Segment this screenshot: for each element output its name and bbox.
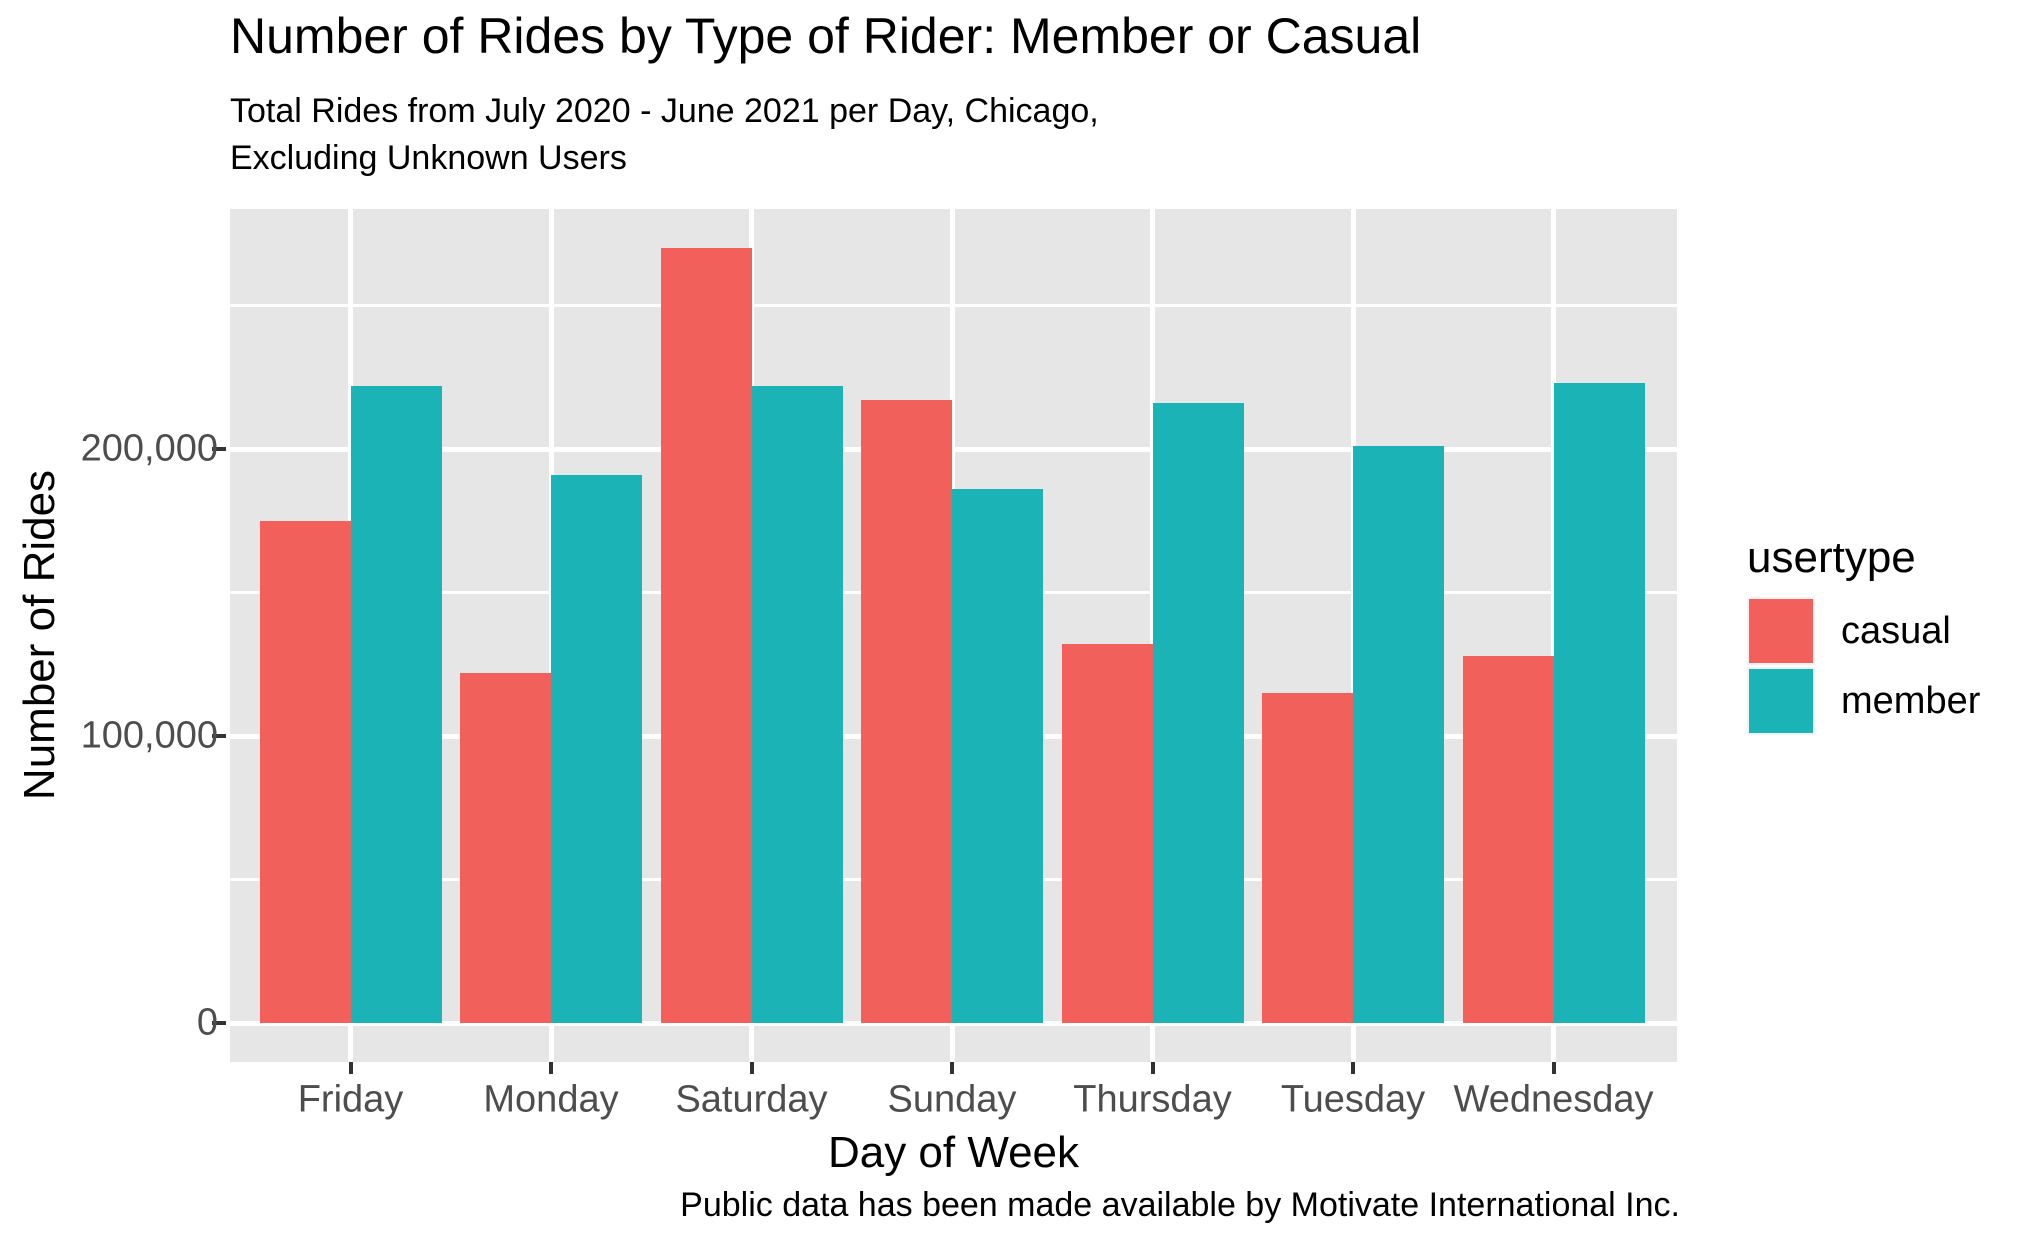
bar-casual-wednesday [1462,655,1554,1023]
plot-panel [230,209,1677,1062]
bar-casual-thursday [1061,644,1153,1023]
legend-swatch-member [1747,667,1815,735]
bar-casual-sunday [861,400,952,1023]
bar-casual-saturday [660,248,752,1023]
y-tick-label: 200,000 [80,427,218,470]
legend-item-member: member [1747,667,1980,735]
legend-swatch-casual [1747,597,1815,665]
x-tick-mark [1551,1062,1556,1074]
x-tick-mark [549,1062,553,1074]
x-tick-label-wednesday: Wednesday [1453,1078,1654,1121]
legend-title: usertype [1747,533,1916,582]
plot-subtitle-line1: Total Rides from July 2020 - June 2021 p… [230,92,1099,130]
y-tick-mark [212,1021,226,1025]
x-tick-label-tuesday: Tuesday [1280,1078,1426,1121]
bar-member-thursday [1152,403,1244,1023]
x-tick-label-monday: Monday [483,1078,619,1121]
plot-caption: Public data has been made available by M… [680,1186,1680,1224]
bar-member-sunday [952,489,1043,1023]
bar-member-monday [551,474,642,1023]
y-tick-label: 100,000 [80,714,218,757]
x-tick-mark [1150,1062,1155,1074]
x-tick-label-sunday: Sunday [887,1078,1017,1121]
y-tick-mark [212,734,226,738]
x-tick-label-saturday: Saturday [675,1078,828,1121]
x-tick-mark [950,1062,954,1074]
plot-title: Number of Rides by Type of Rider: Member… [230,8,1422,64]
y-tick-label: 0 [196,1001,218,1044]
legend-label-member: member [1841,679,1981,722]
bar-casual-friday [259,520,351,1023]
plot-subtitle: Total Rides from July 2020 - June 2021 p… [230,88,1099,182]
bar-member-friday [350,385,442,1023]
legend-label-casual: casual [1841,609,1951,652]
plot-subtitle-line2: Excluding Unknown Users [230,139,627,177]
y-tick-mark [212,447,226,451]
x-tick-mark [348,1062,353,1074]
bar-member-tuesday [1353,446,1444,1023]
bar-casual-tuesday [1262,692,1353,1023]
bar-member-saturday [751,385,843,1023]
x-tick-mark [749,1062,754,1074]
bar-member-wednesday [1553,382,1645,1023]
x-tick-mark [1351,1062,1355,1074]
x-tick-label-friday: Friday [297,1078,404,1121]
legend: usertype casual member [1747,533,1980,737]
x-axis-title: Day of Week [827,1128,1080,1177]
x-tick-label-thursday: Thursday [1073,1078,1232,1121]
bar-casual-monday [460,672,551,1023]
legend-item-casual: casual [1747,597,1980,665]
